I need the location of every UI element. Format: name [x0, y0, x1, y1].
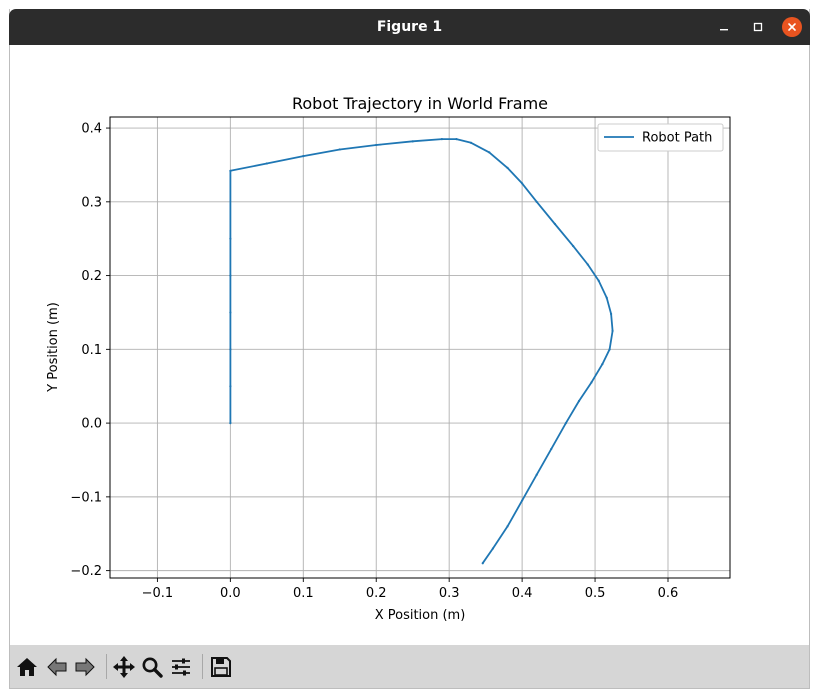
- x-tick-label: 0.2: [366, 586, 387, 601]
- x-tick-label: 0.3: [439, 586, 460, 601]
- data-point: [610, 312, 613, 316]
- data-point: [572, 244, 575, 248]
- window-title: Figure 1: [376, 19, 443, 35]
- y-tick-label: 0.2: [81, 269, 102, 284]
- pan-button[interactable]: [110, 653, 138, 681]
- x-axis-label: X Position (m): [375, 608, 466, 623]
- data-point: [229, 348, 232, 351]
- minimize-icon: [720, 29, 728, 31]
- y-tick-label: 0.3: [81, 195, 102, 210]
- title-bar[interactable]: Figure 1: [9, 9, 810, 45]
- data-point: [564, 422, 567, 425]
- forward-button[interactable]: [71, 653, 99, 681]
- data-point: [521, 182, 524, 185]
- data-point: [491, 547, 495, 550]
- back-icon: [47, 657, 67, 677]
- grid-lines: [110, 117, 730, 578]
- data-point: [229, 311, 232, 314]
- data-point: [608, 348, 611, 351]
- data-point: [601, 362, 604, 366]
- axis-ticks: −0.1 0.0 0.1 0.2 0.3 0.4 0.5 0.6 −0.2 −0.1 0.0 0.1 0…: [70, 122, 678, 601]
- data-point: [302, 154, 305, 158]
- close-icon: [788, 23, 796, 31]
- y-tick-label: −0.2: [70, 564, 102, 579]
- data-point: [265, 162, 268, 165]
- data-point: [229, 274, 232, 277]
- data-point: [553, 222, 557, 226]
- legend: Robot Path: [597, 123, 724, 152]
- close-button[interactable]: [782, 17, 802, 37]
- data-point: [597, 279, 600, 282]
- configure-subplots-button[interactable]: [167, 653, 195, 681]
- data-point: [550, 447, 553, 451]
- data-point: [338, 148, 341, 151]
- data-point: [455, 138, 458, 141]
- data-point: [506, 525, 509, 528]
- axes-frame: [109, 116, 731, 579]
- y-tick-label: 0.0: [81, 417, 102, 432]
- y-tick-label: −0.1: [70, 490, 102, 505]
- series-line-robot-path: [229, 138, 614, 564]
- save-button[interactable]: [207, 653, 235, 681]
- data-point: [521, 499, 524, 502]
- forward-icon: [75, 657, 95, 677]
- data-point: [469, 141, 473, 144]
- data-point: [440, 138, 443, 141]
- data-point: [535, 200, 538, 203]
- maximize-icon: [753, 22, 763, 32]
- y-tick-label: 0.4: [81, 122, 102, 137]
- back-button[interactable]: [43, 653, 71, 681]
- home-button[interactable]: [13, 653, 41, 681]
- data-point: [481, 562, 484, 565]
- data-point: [577, 399, 581, 403]
- legend-label: Robot Path: [642, 131, 712, 146]
- data-point: [229, 169, 232, 172]
- save-icon: [211, 657, 231, 677]
- minimize-button[interactable]: [714, 17, 734, 37]
- data-point: [229, 237, 232, 240]
- data-point: [605, 296, 608, 299]
- data-point: [590, 381, 593, 384]
- data-point: [488, 151, 491, 154]
- toolbar-separator: [106, 654, 107, 679]
- trajectory-chart: Robot Trajectory in World Frame −0.1 0.0 0…: [46, 94, 731, 623]
- data-point: [535, 473, 538, 476]
- configure-subplots-icon: [172, 658, 190, 676]
- legend-box: [597, 123, 724, 152]
- x-tick-label: 0.0: [220, 586, 241, 601]
- home-icon: [17, 658, 37, 676]
- x-tick-label: 0.5: [585, 586, 606, 601]
- zoom-button[interactable]: [138, 653, 166, 681]
- data-point: [586, 263, 589, 266]
- data-point: [506, 166, 509, 169]
- data-point: [229, 385, 232, 388]
- y-tick-label: 0.1: [81, 343, 102, 358]
- zoom-icon: [142, 657, 163, 678]
- plot-area: Robot Trajectory in World Frame −0.1 0.0 0…: [10, 45, 809, 645]
- data-point: [411, 140, 414, 143]
- toolbar-separator: [202, 654, 203, 679]
- x-tick-label: −0.1: [142, 586, 174, 601]
- data-point: [229, 422, 232, 425]
- data-point: [375, 143, 378, 147]
- series-group: [229, 138, 614, 565]
- x-tick-label: 0.4: [512, 586, 533, 601]
- x-tick-label: 0.6: [658, 586, 679, 601]
- x-tick-label: 0.1: [293, 586, 314, 601]
- y-axis-label: Y Position (m): [46, 302, 61, 393]
- pan-icon: [113, 656, 135, 678]
- toolbar: [10, 645, 809, 688]
- data-point: [611, 329, 614, 333]
- chart-title: Robot Trajectory in World Frame: [292, 94, 548, 113]
- maximize-button[interactable]: [748, 17, 768, 37]
